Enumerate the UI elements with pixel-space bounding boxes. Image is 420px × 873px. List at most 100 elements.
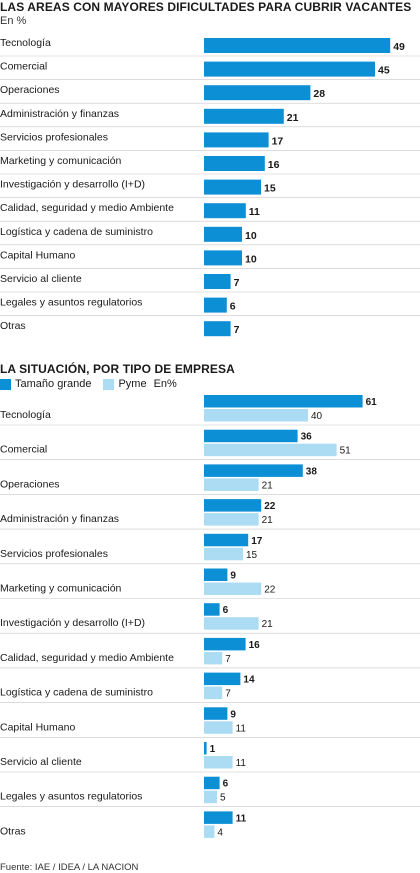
category-label: Marketing y comunicación: [0, 155, 122, 167]
bar: [204, 85, 311, 101]
data-label: 16: [268, 159, 280, 171]
bar: [204, 132, 269, 148]
category-label: Tecnología: [0, 37, 51, 49]
data-label-grande: 9: [230, 709, 236, 720]
chart1-plot: Tecnología 49 Comercial 45 Operaciones 28 Admi…: [0, 37, 420, 337]
bar: [204, 156, 265, 171]
data-label-pyme: 11: [236, 758, 247, 769]
category-label: Operaciones: [0, 478, 60, 490]
data-label: 7: [234, 277, 240, 289]
bar-grande: [204, 499, 262, 512]
bar: [204, 108, 284, 124]
bar-grande: [204, 811, 233, 824]
category-label: Comercial: [0, 444, 47, 456]
bar-pyme: [204, 825, 215, 838]
data-label-pyme: 40: [311, 411, 323, 422]
data-label: 10: [245, 230, 257, 242]
bar-pyme: [204, 409, 308, 422]
data-label-grande: 22: [264, 501, 276, 512]
category-label: Investigación y desarrollo (I+D): [0, 179, 145, 191]
category-label: Servicios profesionales: [0, 548, 108, 560]
category-label: Legales y asuntos regulatorios: [0, 791, 142, 803]
data-label: 6: [230, 301, 236, 313]
data-label: 45: [378, 65, 390, 77]
bar-grande: [204, 742, 207, 755]
category-label: Comercial: [0, 61, 47, 73]
source-note: Fuente: IAE / IDEA / LA NACION: [0, 862, 139, 873]
category-label: Logística y cadena de suministro: [0, 687, 153, 699]
data-label-pyme: 21: [262, 619, 274, 630]
bar: [204, 297, 227, 313]
data-label-pyme: 21: [262, 515, 274, 526]
data-label: 11: [249, 206, 260, 218]
bar-grande: [204, 776, 220, 790]
data-label-grande: 38: [306, 466, 318, 477]
category-label: Servicio al cliente: [0, 273, 82, 285]
bar-grande: [204, 637, 246, 651]
bar: [204, 203, 246, 219]
data-label: 7: [234, 324, 240, 336]
data-label-pyme: 15: [246, 550, 258, 561]
bar-grande: [204, 672, 241, 686]
bar-pyme: [204, 478, 259, 491]
bar-grande: [204, 429, 298, 443]
chart2-legend: Tamaño grande Pyme En%: [0, 377, 177, 391]
category-label: Capital Humano: [0, 721, 75, 733]
data-label-grande: 6: [223, 605, 229, 616]
data-label-grande: 36: [301, 432, 313, 443]
data-label-pyme: 51: [340, 446, 352, 457]
bar: [204, 250, 242, 266]
bar-pyme: [204, 651, 223, 665]
data-label-pyme: 5: [220, 793, 226, 804]
bar-pyme: [204, 686, 223, 700]
legend-label-grande: Tamaño grande: [15, 378, 92, 390]
data-label-pyme: 7: [225, 689, 231, 700]
chart1-subtitle: En %: [0, 15, 27, 27]
category-label: Legales y asuntos regulatorios: [0, 297, 142, 309]
bar: [204, 226, 242, 242]
data-label-pyme: 11: [236, 723, 247, 734]
legend-swatch-grande: [0, 378, 11, 390]
bar: [204, 179, 261, 195]
bar-grande: [204, 464, 303, 477]
category-label: Calidad, seguridad y medio Ambiente: [0, 652, 174, 664]
data-label-grande: 61: [366, 397, 378, 408]
data-label-grande: 6: [223, 779, 229, 790]
category-label: Administración y finanzas: [0, 513, 119, 525]
chart1-title: LAS AREAS CON MAYORES DIFICULTADES PARA …: [0, 0, 412, 14]
category-label: Administración y finanzas: [0, 108, 119, 120]
bar-pyme: [204, 721, 233, 734]
category-label: Capital Humano: [0, 249, 75, 261]
legend-label-pyme: Pyme: [118, 378, 147, 390]
bar-grande: [204, 707, 228, 720]
bar: [204, 61, 375, 77]
bar-pyme: [204, 756, 233, 769]
data-label: 21: [287, 112, 299, 124]
bar-pyme: [204, 582, 262, 595]
bar-grande: [204, 533, 249, 547]
category-label: Servicio al cliente: [0, 756, 82, 768]
data-label-grande: 14: [243, 675, 255, 686]
data-label: 15: [264, 183, 276, 195]
legend-unit: En%: [153, 378, 177, 390]
bar-pyme: [204, 617, 259, 630]
category-label: Calidad, seguridad y medio Ambiente: [0, 202, 174, 214]
data-label: 49: [393, 41, 405, 53]
category-label: Marketing y comunicación: [0, 583, 122, 595]
chart2-title: LA SITUACIÓN, POR TIPO DE EMPRESA: [0, 362, 235, 376]
bar-pyme: [204, 790, 217, 804]
data-label-grande: 9: [230, 571, 236, 582]
bar-grande: [204, 395, 363, 408]
category-label: Tecnología: [0, 409, 51, 421]
bar-pyme: [204, 513, 259, 526]
bar: [204, 274, 231, 289]
bar-pyme: [204, 443, 337, 457]
data-label-pyme: 7: [225, 654, 231, 665]
data-label-grande: 16: [249, 640, 261, 651]
bar-pyme: [204, 547, 243, 561]
category-label: Operaciones: [0, 84, 60, 96]
data-label-pyme: 22: [264, 585, 276, 596]
bar-grande: [204, 568, 228, 581]
data-label-grande: 11: [236, 813, 247, 824]
bar-grande: [204, 603, 220, 616]
